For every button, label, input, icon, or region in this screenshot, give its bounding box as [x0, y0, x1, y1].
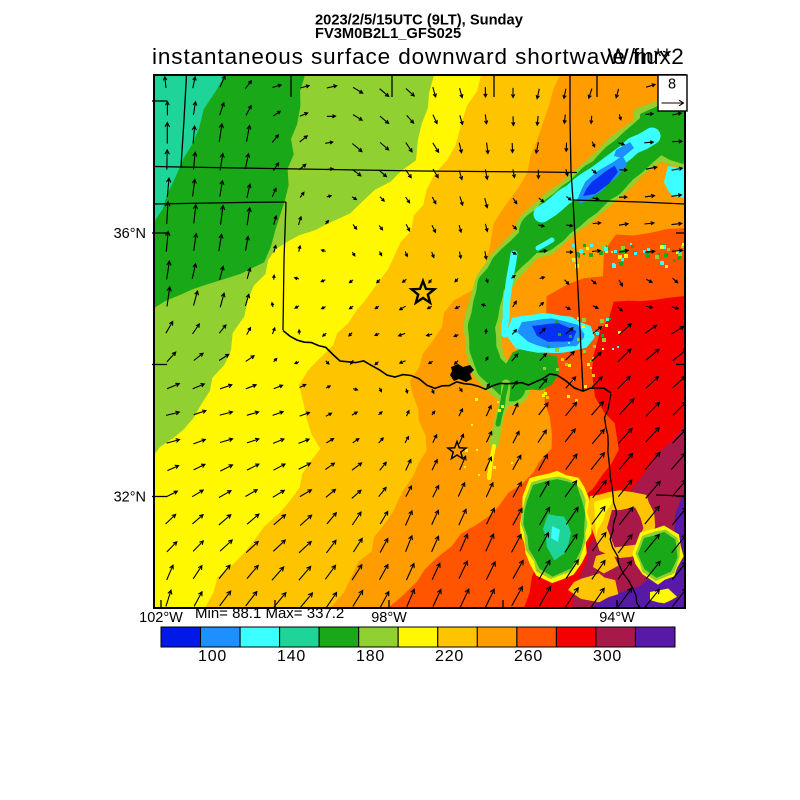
svg-text:2023/2/5/15UTC (9LT), Sunday: 2023/2/5/15UTC (9LT), Sunday	[315, 13, 524, 29]
svg-text:32°N: 32°N	[114, 490, 146, 506]
svg-text:300: 300	[593, 648, 622, 665]
svg-text:102°W: 102°W	[139, 610, 183, 626]
svg-text:180: 180	[356, 648, 385, 665]
svg-text:220: 220	[435, 648, 464, 665]
svg-text:260: 260	[514, 648, 543, 665]
svg-text:140: 140	[277, 648, 306, 665]
svg-text:Min= 88.1 Max= 337.2: Min= 88.1 Max= 337.2	[195, 605, 344, 622]
svg-text:FV3M0B2L1_GFS025: FV3M0B2L1_GFS025	[315, 26, 461, 42]
svg-text:W/m**2: W/m**2	[608, 44, 684, 69]
svg-text:98°W: 98°W	[371, 610, 407, 626]
svg-text:94°W: 94°W	[599, 610, 635, 626]
svg-text:instantaneous surface downward: instantaneous surface downward shortwave…	[152, 44, 672, 69]
svg-text:36°N: 36°N	[114, 226, 146, 242]
svg-text:8: 8	[668, 77, 676, 93]
svg-text:100: 100	[198, 648, 227, 665]
